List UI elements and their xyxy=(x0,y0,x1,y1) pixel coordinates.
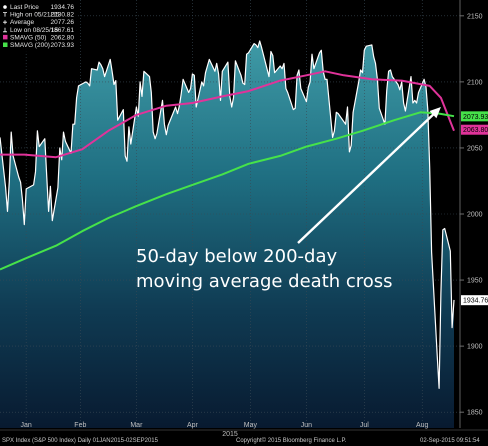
legend-marker-high xyxy=(3,12,7,17)
legend-label: Average xyxy=(10,19,34,26)
x-tick-label: Jul xyxy=(360,422,369,429)
legend-marker-average xyxy=(3,20,7,25)
x-tick-label: Aug xyxy=(416,422,429,429)
annotation-line-1: 50-day below 200-day xyxy=(136,246,337,267)
x-tick-label: Mar xyxy=(130,422,143,429)
footer-right: 02-Sep-2015 09:51:54 xyxy=(420,438,480,444)
x-tick-label: Feb xyxy=(74,422,86,429)
y-tick-label: 2100 xyxy=(467,79,483,86)
legend-value: 1934.76 xyxy=(51,4,75,11)
legend-label: Last Price xyxy=(10,4,39,11)
axis-layer: 1850 1900 1950 2000 2050 2100 2150 Jan Feb Mar Apr… xyxy=(21,0,488,438)
series-layer xyxy=(0,40,455,389)
annotation-line-2: moving average death cross xyxy=(136,271,393,292)
legend-value: 2077.26 xyxy=(51,19,75,26)
legend-marker-low xyxy=(3,27,7,33)
y-tick-label: 2150 xyxy=(467,13,483,20)
last-value-label: 2073.93 xyxy=(463,114,488,121)
x-tick-label: Apr xyxy=(187,422,199,429)
legend-label: High on 05/21/15 xyxy=(10,12,60,19)
x-tick-label: Jan xyxy=(21,422,32,429)
legend-label: SMAVG (50) xyxy=(10,34,46,41)
annotation-arrow xyxy=(297,107,441,244)
y-tick-label: 1850 xyxy=(467,410,483,417)
legend-box xyxy=(0,0,76,52)
legend-marker-last-price xyxy=(3,5,7,9)
x-tick-label: Jun xyxy=(301,422,312,429)
legend-value: 2130.82 xyxy=(51,12,75,19)
footer-left: SPX Index (S&P 500 Index) Daily 01JAN201… xyxy=(2,438,159,444)
sma50-line xyxy=(0,70,455,159)
y-tick-label: 1900 xyxy=(467,344,483,351)
last-value-box xyxy=(461,124,488,135)
y-tick-label: 2000 xyxy=(467,212,483,219)
legend-label: SMAVG (200) xyxy=(10,42,50,49)
y-tick-label: 2050 xyxy=(467,145,483,152)
legend-value: 1867.61 xyxy=(51,27,75,34)
last-value-label: 1934.76 xyxy=(463,298,488,305)
footer-center: Copyright© 2015 Bloomberg Finance L.P. xyxy=(236,437,347,444)
legend-value: 2073.93 xyxy=(51,42,75,49)
legend-value: 2062.80 xyxy=(51,34,75,41)
annotation-arrow-head xyxy=(429,107,441,119)
annotation-arrow-shaft xyxy=(297,110,438,244)
price-line xyxy=(0,40,455,389)
legend-marker-sma50 xyxy=(3,34,8,40)
x-year-label: 2015 xyxy=(222,431,238,438)
last-value-box xyxy=(461,111,488,122)
y-tick-label: 1950 xyxy=(467,278,483,285)
last-value-box xyxy=(461,295,488,306)
sma200-line xyxy=(0,111,455,271)
legend-label: Low on 08/25/15 xyxy=(10,27,58,34)
legend-marker-sma200 xyxy=(3,42,8,47)
last-value-label: 2063.80 xyxy=(463,127,488,134)
x-tick-label: May xyxy=(244,422,258,429)
